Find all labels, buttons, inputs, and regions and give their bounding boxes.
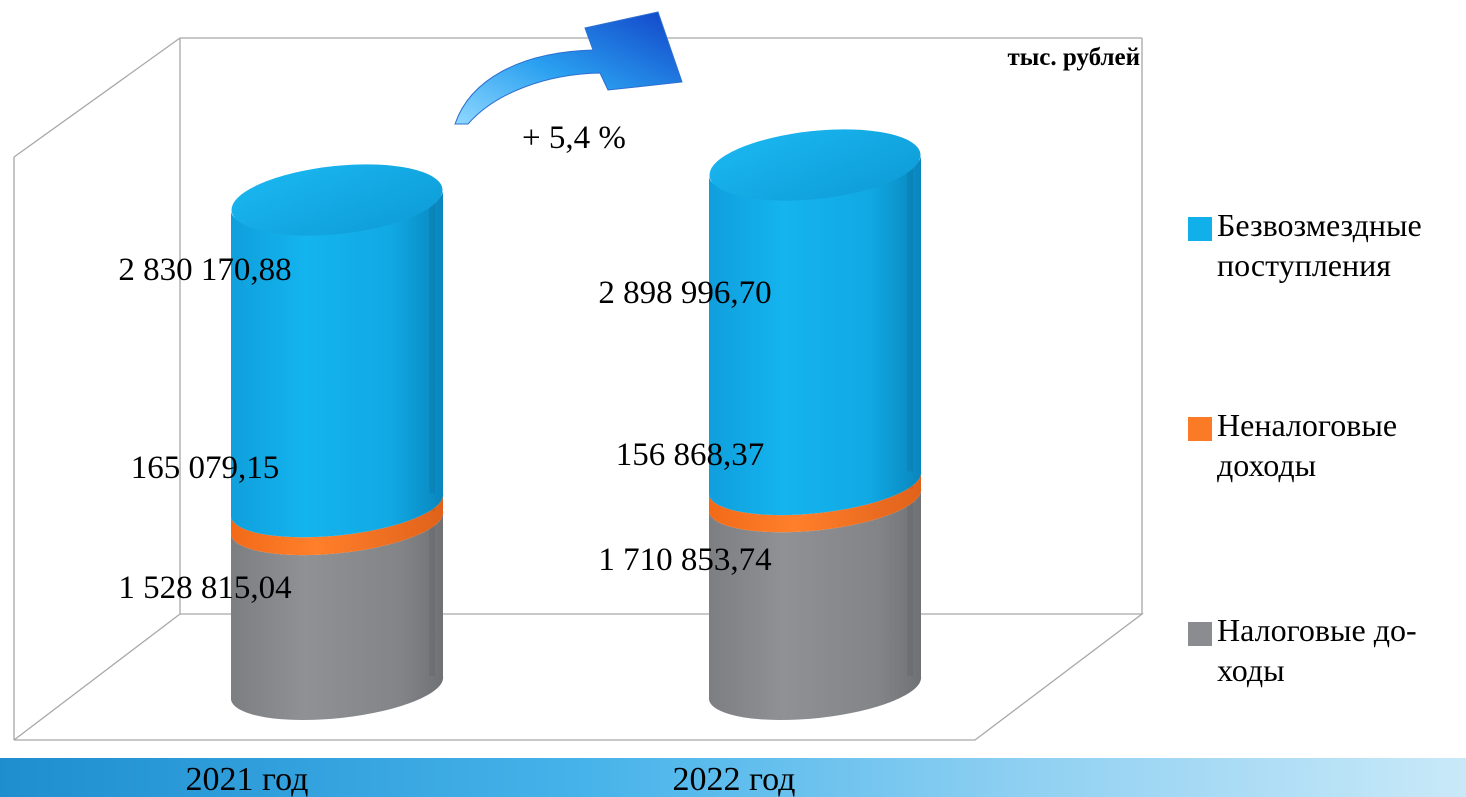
x-axis-labels: 2021 год 2022 год bbox=[186, 761, 796, 797]
legend-label-line2: ходы bbox=[1217, 652, 1285, 688]
bar-nalogovye-1 bbox=[709, 488, 922, 721]
legend-swatch bbox=[1188, 417, 1212, 441]
change-label: + 5,4 % bbox=[522, 120, 626, 156]
bar-nenalogovye-0 bbox=[231, 493, 444, 556]
bars-group bbox=[231, 129, 922, 721]
plot-frame bbox=[13, 37, 1144, 741]
legend-item-bezvozmezdnye: Безвозмездные поступления bbox=[1188, 205, 1458, 285]
bar-bezvozmezdnye-1 bbox=[709, 153, 922, 516]
legend-label-line2: доходы bbox=[1217, 447, 1317, 483]
data-label-bezvozmezdnye-1: 2 898 996,70 bbox=[598, 275, 771, 311]
bar-shade-bezvozmezdnye-1 bbox=[907, 153, 913, 472]
bar-nalogovye-0 bbox=[231, 511, 444, 721]
legend-item-nalogovye: Налоговые до-ходы bbox=[1188, 610, 1458, 690]
legend-label-line1: Неналоговые bbox=[1217, 407, 1398, 443]
data-label-nenalogovye-0: 165 079,15 bbox=[131, 450, 280, 486]
legend-label-line2: поступления bbox=[1217, 247, 1391, 283]
bar-shade-nalogovye-0 bbox=[429, 511, 435, 677]
legend-label-line1: Налоговые до- bbox=[1217, 612, 1417, 648]
bar-shade-bezvozmezdnye-0 bbox=[429, 188, 435, 494]
legend-item-nenalogovye: Неналоговые доходы bbox=[1188, 405, 1458, 485]
legend-label-line1: Безвозмездные bbox=[1217, 207, 1422, 243]
bar-nenalogovye-1 bbox=[709, 471, 922, 533]
bottom-banner bbox=[0, 758, 1466, 797]
data-label-bezvozmezdnye-0: 2 830 170,88 bbox=[118, 252, 291, 288]
bar-bezvozmezdnye-0 bbox=[231, 188, 444, 538]
x-tick-label-1: 2022 год bbox=[673, 761, 796, 797]
data-label-nalogovye-0: 1 528 815,04 bbox=[118, 570, 291, 606]
unit-label: тыс. рублей bbox=[1007, 44, 1140, 71]
legend-swatch bbox=[1188, 622, 1212, 646]
data-labels-group: 1 528 815,04 165 079,15 2 830 170,88 1 710 … bbox=[118, 252, 771, 606]
bar-top-cap-1 bbox=[709, 129, 921, 201]
bar-top-cap-0 bbox=[231, 164, 443, 236]
bar-shade-nalogovye-1 bbox=[907, 488, 913, 677]
legend-swatch bbox=[1188, 217, 1212, 241]
data-label-nenalogovye-1: 156 868,37 bbox=[616, 437, 765, 473]
data-label-nalogovye-1: 1 710 853,74 bbox=[598, 542, 771, 578]
growth-arrow-icon bbox=[454, 11, 683, 125]
x-tick-label-0: 2021 год bbox=[186, 761, 309, 797]
